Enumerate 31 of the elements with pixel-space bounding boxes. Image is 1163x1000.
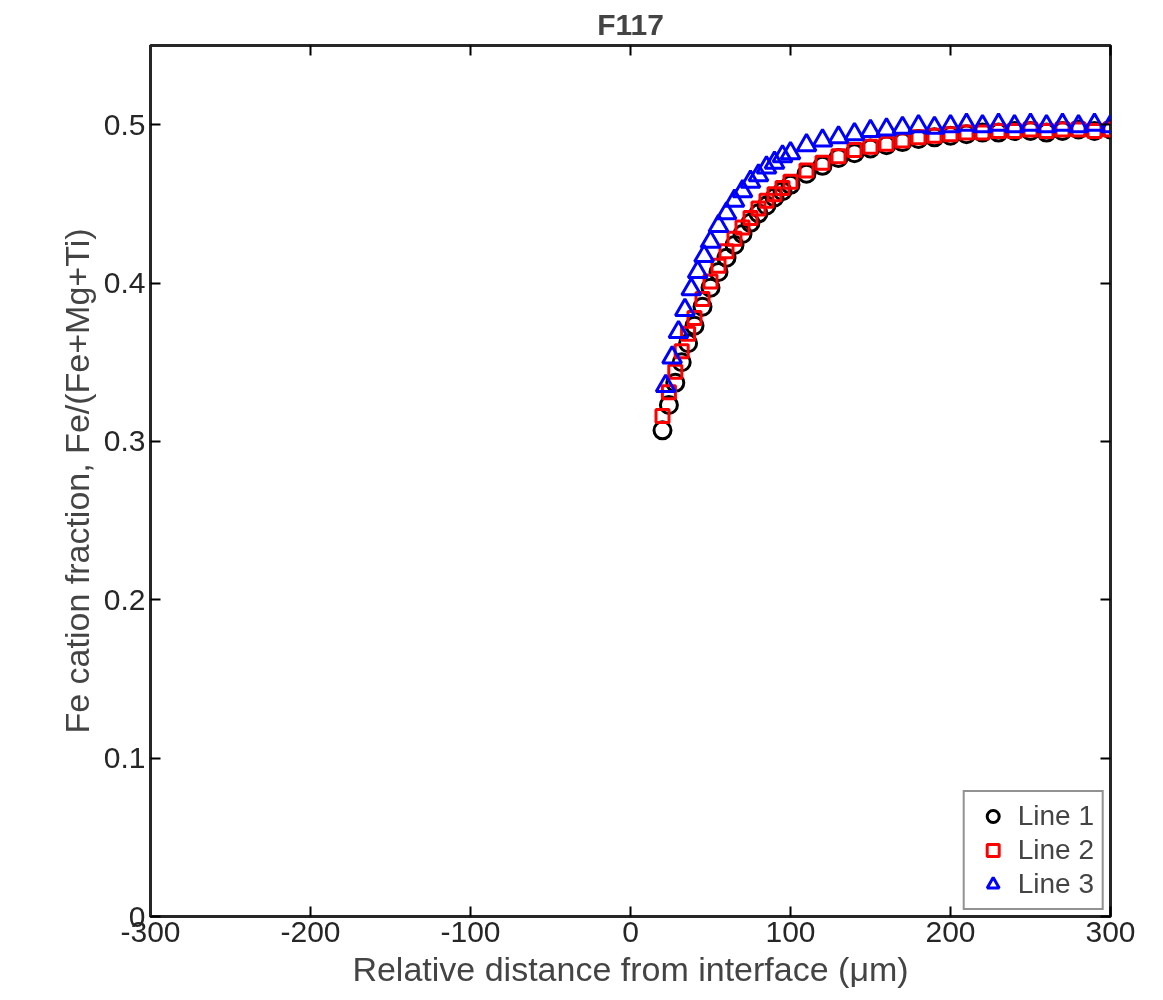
point [750,200,767,217]
x-tick-label: 100 [765,914,816,948]
point [742,210,759,227]
point [734,219,751,236]
x-tick-label: 0 [622,914,639,948]
point [766,186,783,203]
legend-label: Line 1 [1017,800,1094,832]
point [718,243,735,260]
x-tick-label: -200 [280,914,341,948]
point [782,173,799,190]
y-tick-label: 0.5 [103,107,146,141]
x-tick-label: 200 [925,914,976,948]
y-axis-title: Fe cation fraction, Fe/(Fe+Mg+Ti) [57,228,96,734]
x-tick-label: -100 [440,914,501,948]
y-tick-label: 0.2 [103,582,146,616]
x-axis-title: Relative distance from interface (μm) [352,949,909,988]
point [758,192,775,209]
x-tick-label: 300 [1085,914,1136,948]
point [654,408,671,425]
y-tick-label: 0.3 [103,424,146,458]
point [726,230,743,247]
point [667,363,684,380]
y-tick-label: 0.4 [103,266,146,300]
point [814,154,831,171]
y-tick-label: 0.1 [103,741,146,775]
legend-label: Line 2 [1017,834,1094,866]
legend-label: Line 3 [1017,868,1094,900]
point [798,162,815,179]
point [774,180,791,197]
chart-title: F117 [597,7,664,41]
point [846,142,863,159]
